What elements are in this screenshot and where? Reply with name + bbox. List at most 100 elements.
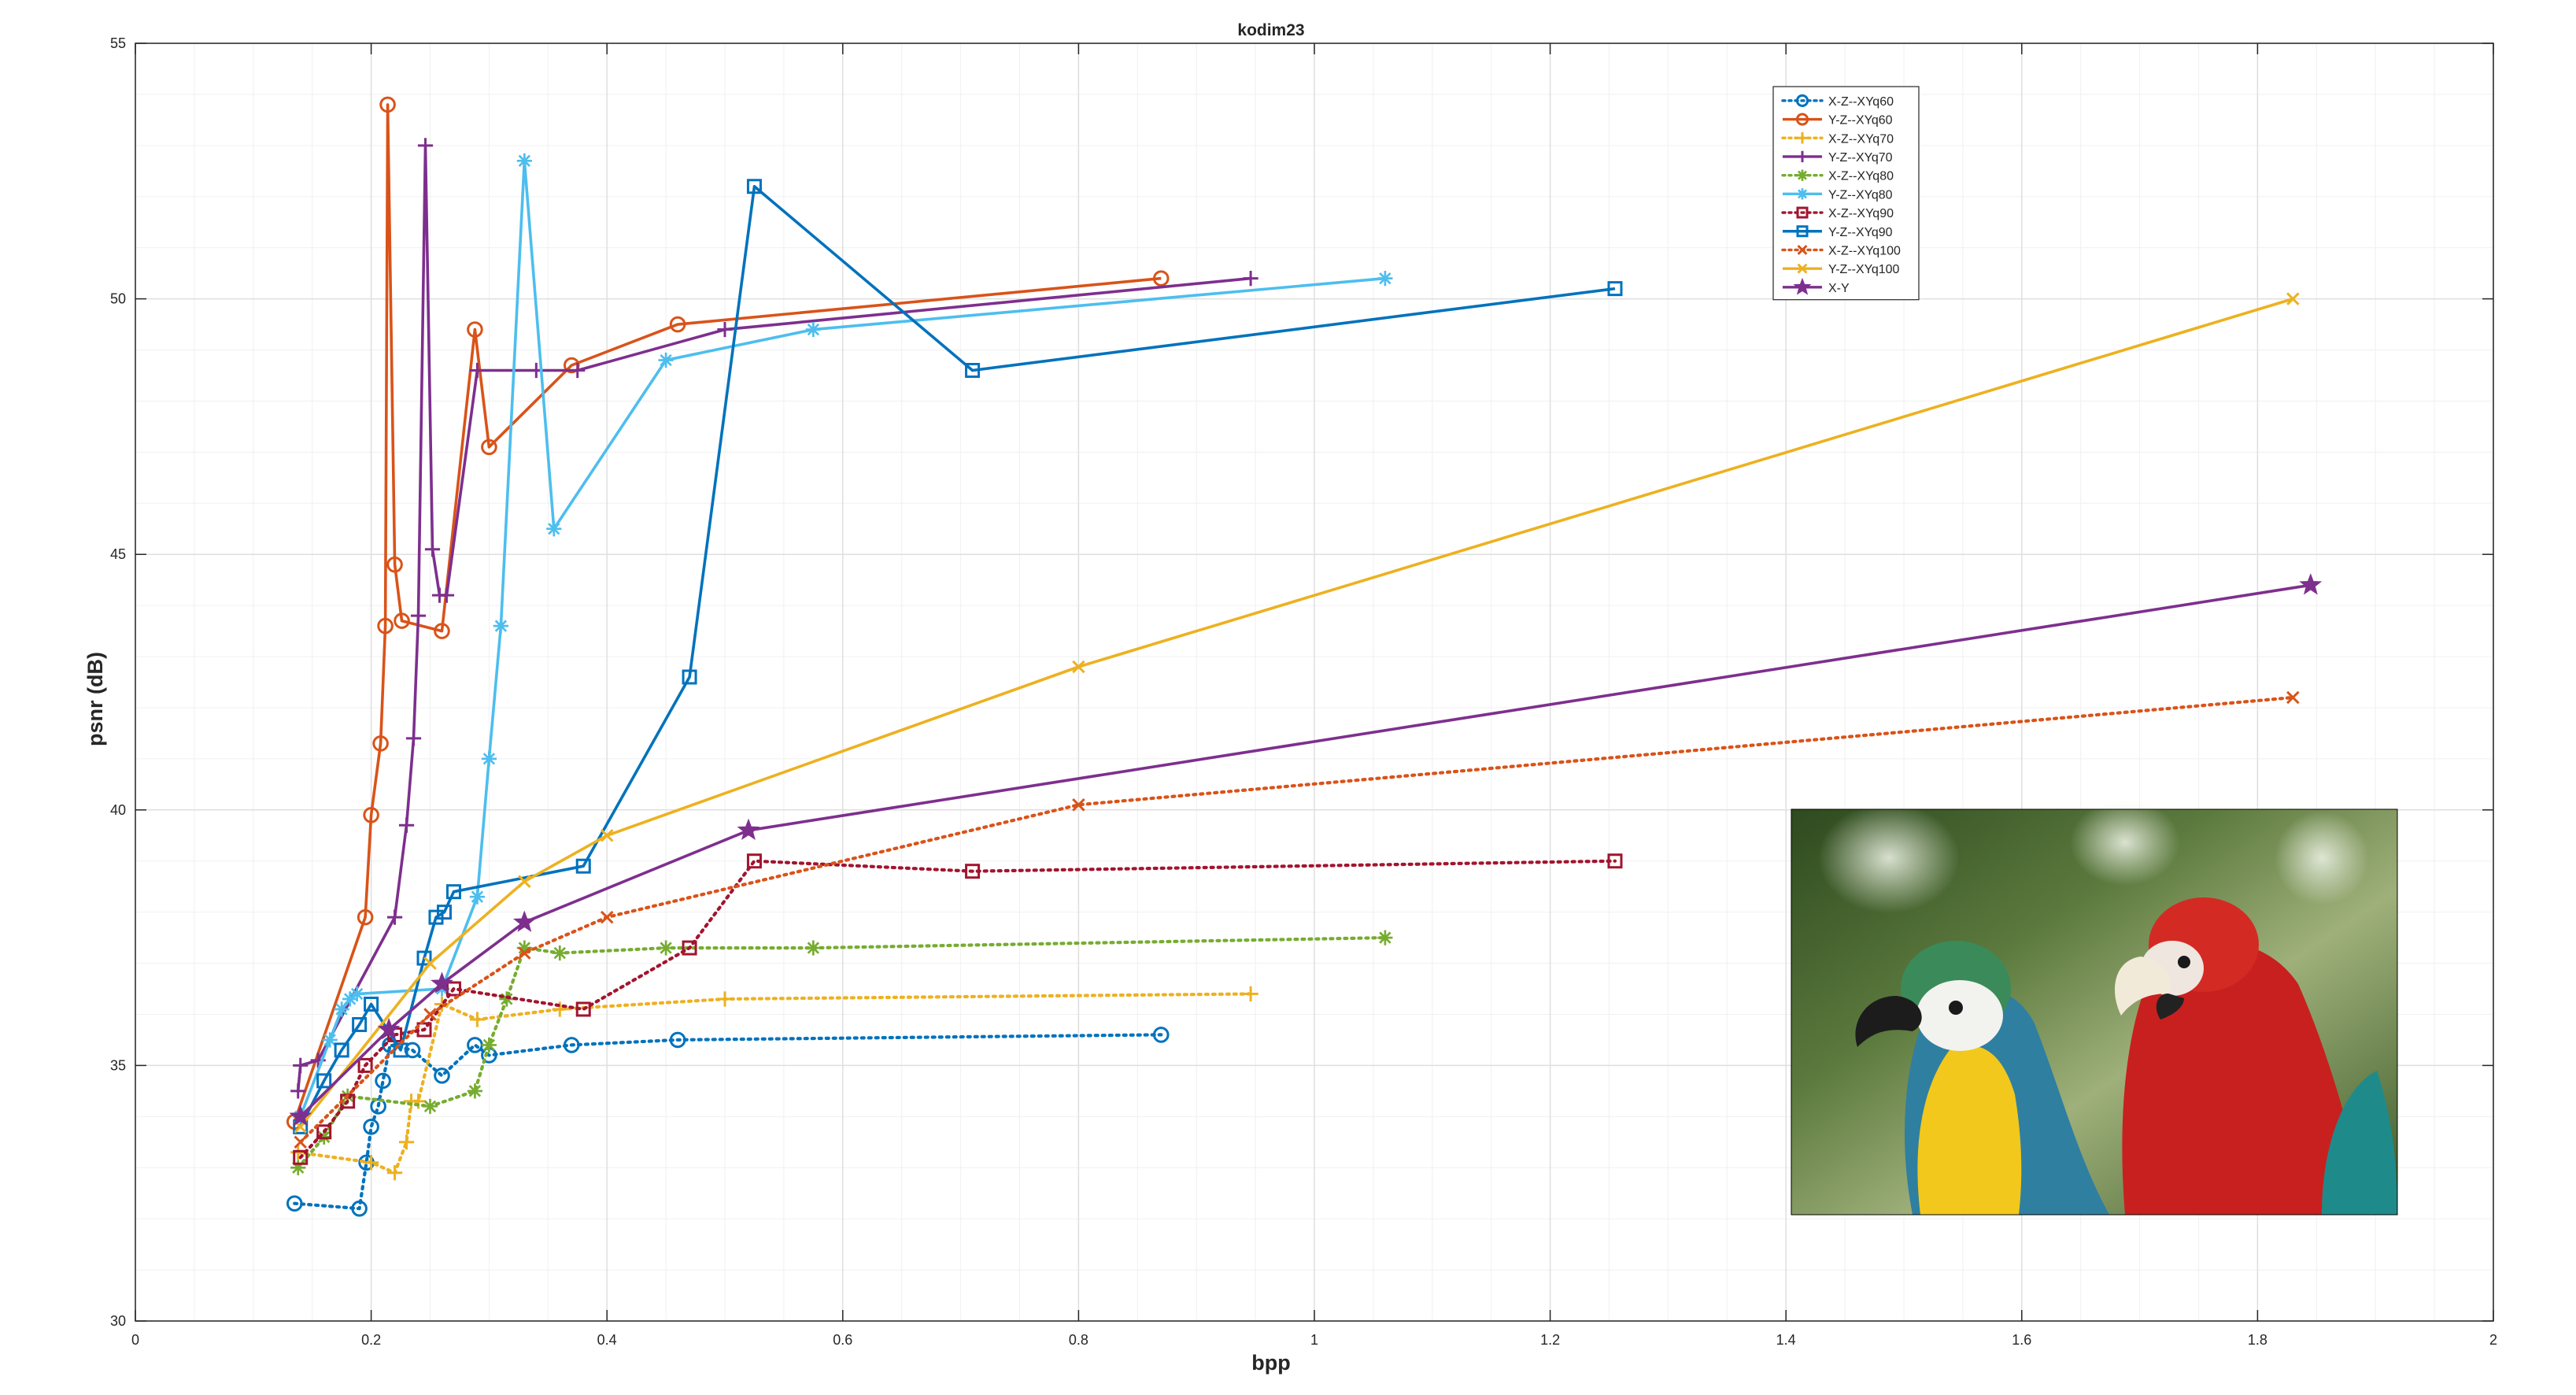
- data-point: [1072, 798, 1085, 812]
- y-axis-label: psnr (dB): [83, 652, 107, 746]
- data-point: [1797, 244, 1808, 255]
- data-point: [290, 1145, 306, 1160]
- data-point: [405, 731, 422, 746]
- x-tick-label: 2: [2489, 1332, 2497, 1348]
- x-tick-label: 1.4: [1776, 1332, 1796, 1348]
- data-point: [410, 608, 427, 623]
- series-line: [299, 185, 1616, 1128]
- y-tick-label: 40: [110, 802, 126, 818]
- data-point: [394, 612, 410, 629]
- data-point: [386, 1165, 403, 1181]
- data-point: [357, 908, 374, 926]
- data-point: [1797, 263, 1808, 274]
- x-axis-label: bpp: [1251, 1351, 1290, 1375]
- x-tick-label: 1.8: [2248, 1332, 2267, 1348]
- data-point: [1793, 277, 1812, 295]
- legend-item: X-Z--XYq100: [1781, 244, 1901, 257]
- data-point: [316, 1124, 332, 1140]
- data-point: [805, 940, 821, 956]
- x-tick-label: 1.2: [1540, 1332, 1560, 1348]
- data-point: [377, 617, 394, 635]
- series-X-Z--XYq100: [294, 690, 2300, 1149]
- legend-item: X-Y: [1783, 277, 1850, 295]
- legend-item: Y-Z--XYq100: [1783, 263, 1900, 276]
- data-point: [570, 362, 586, 379]
- data-point: [428, 909, 444, 925]
- data-point: [552, 945, 567, 961]
- series-Y-Z--XYq100: [294, 292, 2300, 1134]
- legend-label: Y-Z--XYq100: [1828, 263, 1900, 276]
- series-X-Z--XYq60: [286, 1027, 1170, 1217]
- data-point: [1607, 281, 1623, 297]
- data-point: [469, 889, 486, 905]
- series-line: [296, 144, 1251, 1092]
- series-X-Z--XYq80: [290, 930, 1393, 1175]
- legend-item: Y-Z--XYq60: [1783, 113, 1893, 128]
- legend-item: X-Z--XYq70: [1781, 132, 1894, 146]
- data-point: [518, 946, 531, 960]
- data-point: [2299, 573, 2323, 595]
- data-point: [1243, 986, 1258, 1002]
- data-point: [717, 991, 733, 1007]
- legend-item: X-Z--XYq60: [1781, 94, 1894, 109]
- data-point: [363, 1119, 379, 1135]
- data-point: [386, 909, 403, 925]
- data-point: [1795, 94, 1809, 107]
- series-line: [299, 583, 2312, 1118]
- data-point: [417, 138, 434, 154]
- data-point: [1795, 113, 1809, 126]
- photo-blur-highlight: [2275, 811, 2369, 905]
- data-point: [552, 1001, 567, 1017]
- data-point: [737, 818, 760, 841]
- data-point: [467, 321, 483, 338]
- data-point: [377, 1017, 401, 1040]
- x-tick-label: 0.4: [597, 1332, 617, 1348]
- data-point: [293, 1057, 309, 1073]
- data-point: [1796, 132, 1809, 144]
- legend-label: Y-Z--XYq90: [1828, 226, 1893, 239]
- data-point: [375, 1072, 391, 1090]
- legend-item: Y-Z--XYq80: [1783, 188, 1893, 202]
- data-point: [499, 991, 515, 1007]
- series-Y-Z--XYq80: [293, 153, 1393, 1124]
- data-point: [467, 1083, 483, 1099]
- legend-label: X-Z--XYq60: [1828, 95, 1894, 109]
- data-point: [445, 884, 461, 900]
- x-tick-label: 1.6: [2012, 1332, 2031, 1348]
- legend-item: X-Z--XYq90: [1781, 206, 1894, 220]
- data-point: [805, 321, 821, 338]
- data-point: [364, 996, 379, 1012]
- data-point: [1072, 660, 1085, 674]
- data-point: [493, 618, 508, 634]
- data-point: [669, 316, 686, 333]
- data-point: [334, 1001, 349, 1017]
- data-point: [364, 1155, 379, 1171]
- data-point: [398, 1134, 415, 1150]
- data-point: [370, 1098, 386, 1115]
- photo-blur-highlight: [1818, 803, 1960, 913]
- data-point: [351, 1200, 368, 1217]
- y-tick-label: 45: [110, 546, 126, 562]
- data-point: [1377, 930, 1393, 945]
- data-point: [2286, 292, 2300, 305]
- data-point: [404, 1042, 421, 1059]
- data-point: [1796, 169, 1809, 181]
- data-point: [1796, 225, 1809, 238]
- blue-yellow-macaw: [1855, 941, 2109, 1215]
- legend-label: X-Z--XYq70: [1828, 132, 1894, 146]
- data-point: [293, 1149, 309, 1165]
- data-point: [516, 153, 532, 168]
- data-point: [512, 910, 536, 932]
- data-point: [481, 751, 497, 767]
- data-point: [1243, 271, 1258, 287]
- data-point: [438, 587, 455, 603]
- data-point: [322, 1032, 338, 1048]
- x-tick-label: 0: [131, 1332, 139, 1348]
- data-point: [316, 1129, 332, 1145]
- data-point: [1377, 271, 1393, 287]
- data-point: [416, 950, 432, 966]
- photo-frame: [1791, 809, 2398, 1216]
- series-line: [293, 1033, 1163, 1211]
- data-point: [424, 542, 441, 557]
